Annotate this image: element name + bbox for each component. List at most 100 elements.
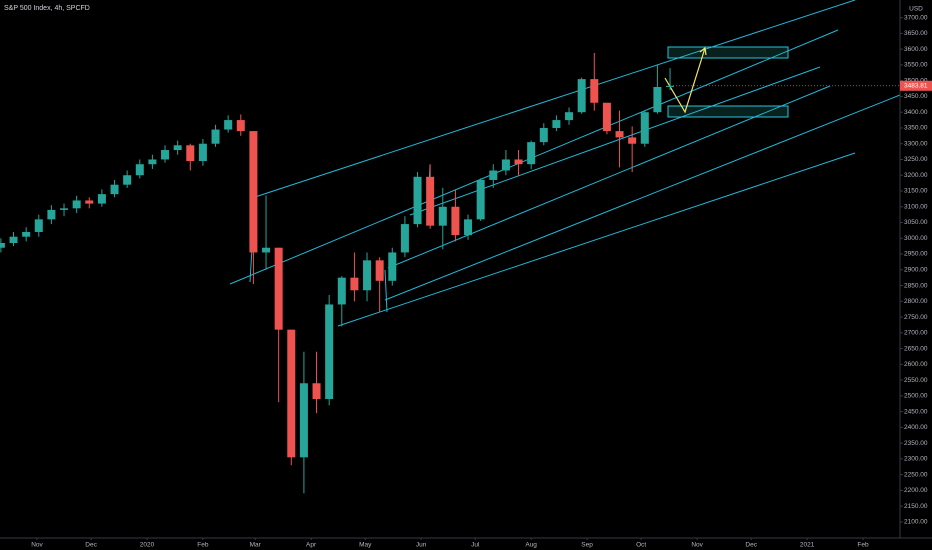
candle-body — [249, 131, 258, 253]
candle-body — [590, 79, 599, 103]
x-tick-label: Oct — [636, 542, 646, 549]
channel-line — [384, 94, 901, 301]
chart-title: S&P 500 Index, 4h, SPCFD — [4, 5, 90, 12]
x-tick-label: Feb — [197, 542, 209, 549]
projection-path — [664, 47, 706, 114]
x-tick-label: Sep — [581, 542, 593, 549]
candle-body — [476, 179, 485, 220]
channel-line — [387, 85, 831, 269]
candle-body — [602, 102, 611, 132]
y-tick-label: 3700.00 — [904, 14, 928, 21]
y-tick-label: 2300.00 — [904, 456, 928, 463]
candle-body — [173, 145, 182, 151]
candle-body — [186, 145, 195, 162]
last-price-label: 3483.81 — [904, 83, 928, 90]
y-tick-label: 2900.00 — [904, 267, 928, 274]
candle-body — [72, 200, 81, 209]
y-tick-label: 3250.00 — [904, 156, 928, 163]
y-tick-label: 3150.00 — [904, 188, 928, 195]
candles — [0, 52, 675, 494]
candle-body — [514, 159, 523, 165]
x-tick-label: Nov — [691, 542, 703, 549]
candle-body — [60, 208, 69, 210]
y-tick-label: 3100.00 — [904, 203, 928, 210]
y-tick-label: 2700.00 — [904, 330, 928, 337]
candle-body — [148, 159, 157, 165]
y-tick-label: 3400.00 — [904, 109, 928, 116]
candle-body — [312, 383, 321, 400]
candle-body — [413, 176, 422, 225]
y-tick-label: 2550.00 — [904, 377, 928, 384]
candle-body — [198, 143, 207, 162]
candle-body — [85, 200, 94, 204]
candle-body — [400, 224, 409, 253]
candle-body — [0, 242, 5, 248]
y-tick-label: 3550.00 — [904, 62, 928, 69]
x-tick-label: Jul — [471, 542, 480, 549]
candle-body — [438, 206, 447, 226]
channel-edge — [384, 269, 388, 313]
candle-body — [577, 79, 586, 113]
x-tick-label: Nov — [31, 542, 43, 549]
candle-body — [274, 247, 283, 330]
y-tick-label: 3300.00 — [904, 140, 928, 147]
candle-body — [653, 86, 662, 113]
y-tick-label: 2500.00 — [904, 393, 928, 400]
candle-body — [628, 137, 637, 144]
y-tick-label: 2650.00 — [904, 345, 928, 352]
x-tick-label: Feb — [857, 542, 869, 549]
y-tick-label: 2950.00 — [904, 251, 928, 258]
candle-body — [375, 260, 384, 281]
y-tick-label: 2850.00 — [904, 282, 928, 289]
candle-body — [262, 247, 271, 253]
candle-body — [539, 127, 548, 143]
target-zone — [667, 46, 789, 59]
candle-body — [161, 150, 170, 160]
y-tick-label: 2750.00 — [904, 314, 928, 321]
unit-label: USD — [909, 6, 923, 13]
candle-body — [110, 184, 119, 195]
candle-body — [363, 260, 372, 291]
candle-body — [22, 231, 31, 237]
candle-body — [97, 194, 106, 204]
y-tick-label: 2450.00 — [904, 408, 928, 415]
support-zone — [667, 105, 789, 118]
candle-body — [451, 206, 460, 236]
candle-body — [565, 112, 574, 121]
candle-body — [47, 209, 56, 220]
x-tick-label: 2021 — [800, 542, 815, 549]
x-tick-label: Dec — [745, 542, 757, 549]
y-tick-label: 3650.00 — [904, 30, 928, 37]
y-tick-label: 3350.00 — [904, 125, 928, 132]
y-tick-label: 2100.00 — [904, 519, 928, 526]
candle-body — [9, 236, 18, 243]
y-tick-label: 3000.00 — [904, 235, 928, 242]
last-price-box — [900, 80, 932, 91]
candle-body — [388, 252, 397, 281]
candle-body — [350, 277, 359, 291]
candle-body — [527, 142, 536, 165]
channel-line — [254, 0, 856, 198]
y-tick-label: 2350.00 — [904, 440, 928, 447]
candle-body — [236, 120, 245, 132]
candle-body — [34, 219, 43, 232]
y-tick-label: 3600.00 — [904, 46, 928, 53]
x-tick-label: Mar — [250, 542, 262, 549]
projection-arrowhead — [699, 46, 707, 56]
x-tick-label: Aug — [525, 542, 537, 549]
candle-body — [337, 277, 346, 305]
candle-body — [287, 329, 296, 458]
candle-body — [123, 175, 132, 185]
y-tick-label: 2250.00 — [904, 471, 928, 478]
y-tick-label: 3050.00 — [904, 219, 928, 226]
x-tick-label: Jun — [416, 542, 427, 549]
candle-body — [489, 170, 498, 180]
candle-body — [666, 85, 675, 87]
channel-line — [337, 152, 856, 327]
candle-body — [325, 304, 334, 400]
y-tick-label: 3450.00 — [904, 93, 928, 100]
candle-body — [552, 120, 561, 128]
candle-body — [501, 159, 510, 171]
